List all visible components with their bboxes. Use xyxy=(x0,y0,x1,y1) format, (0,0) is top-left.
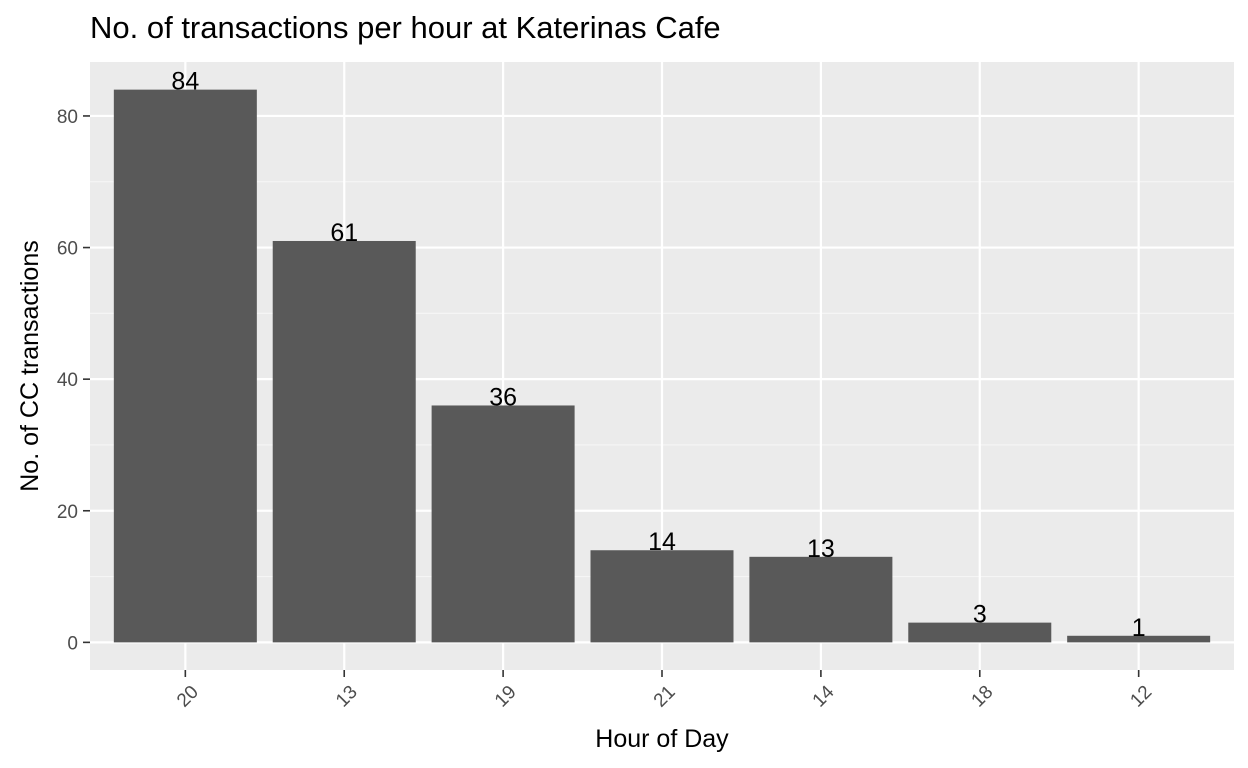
x-axis: 20 13 19 21 14 18 12 xyxy=(173,670,1156,712)
y-tick-label: 0 xyxy=(67,633,78,654)
data-label-14: 13 xyxy=(807,535,835,563)
x-tick-label: 14 xyxy=(809,681,839,711)
bar-13 xyxy=(272,240,416,643)
bar-21 xyxy=(590,550,734,643)
bars xyxy=(113,89,1211,643)
x-tick-label: 18 xyxy=(968,682,998,712)
bar-12 xyxy=(1067,635,1211,643)
data-label-21: 14 xyxy=(648,528,676,556)
x-axis-title: Hour of Day xyxy=(595,725,729,753)
bar-20 xyxy=(113,89,257,643)
bar-18 xyxy=(908,622,1052,643)
chart-title: No. of transactions per hour at Katerina… xyxy=(90,10,721,45)
y-tick-label: 40 xyxy=(57,370,78,391)
y-axis: 0 20 40 60 80 xyxy=(57,107,90,654)
x-tick-label: 20 xyxy=(173,682,203,712)
data-label-18: 3 xyxy=(973,601,987,629)
data-label-19: 36 xyxy=(489,383,517,411)
x-tick-label: 13 xyxy=(332,682,362,712)
data-label-12: 1 xyxy=(1132,614,1146,642)
y-axis-title: No. of CC transactions xyxy=(16,240,44,492)
y-tick-label: 60 xyxy=(57,239,78,260)
y-tick-label: 20 xyxy=(57,502,78,523)
x-tick-label: 12 xyxy=(1126,682,1156,712)
bar-14 xyxy=(749,556,893,643)
data-label-13: 61 xyxy=(330,219,358,247)
x-tick-label: 21 xyxy=(650,682,680,712)
x-tick-label: 19 xyxy=(491,682,521,712)
y-tick-label: 80 xyxy=(57,107,78,128)
data-labels: 84 61 36 14 13 3 1 xyxy=(171,68,1145,642)
bar-19 xyxy=(431,405,575,643)
data-label-20: 84 xyxy=(171,68,199,96)
